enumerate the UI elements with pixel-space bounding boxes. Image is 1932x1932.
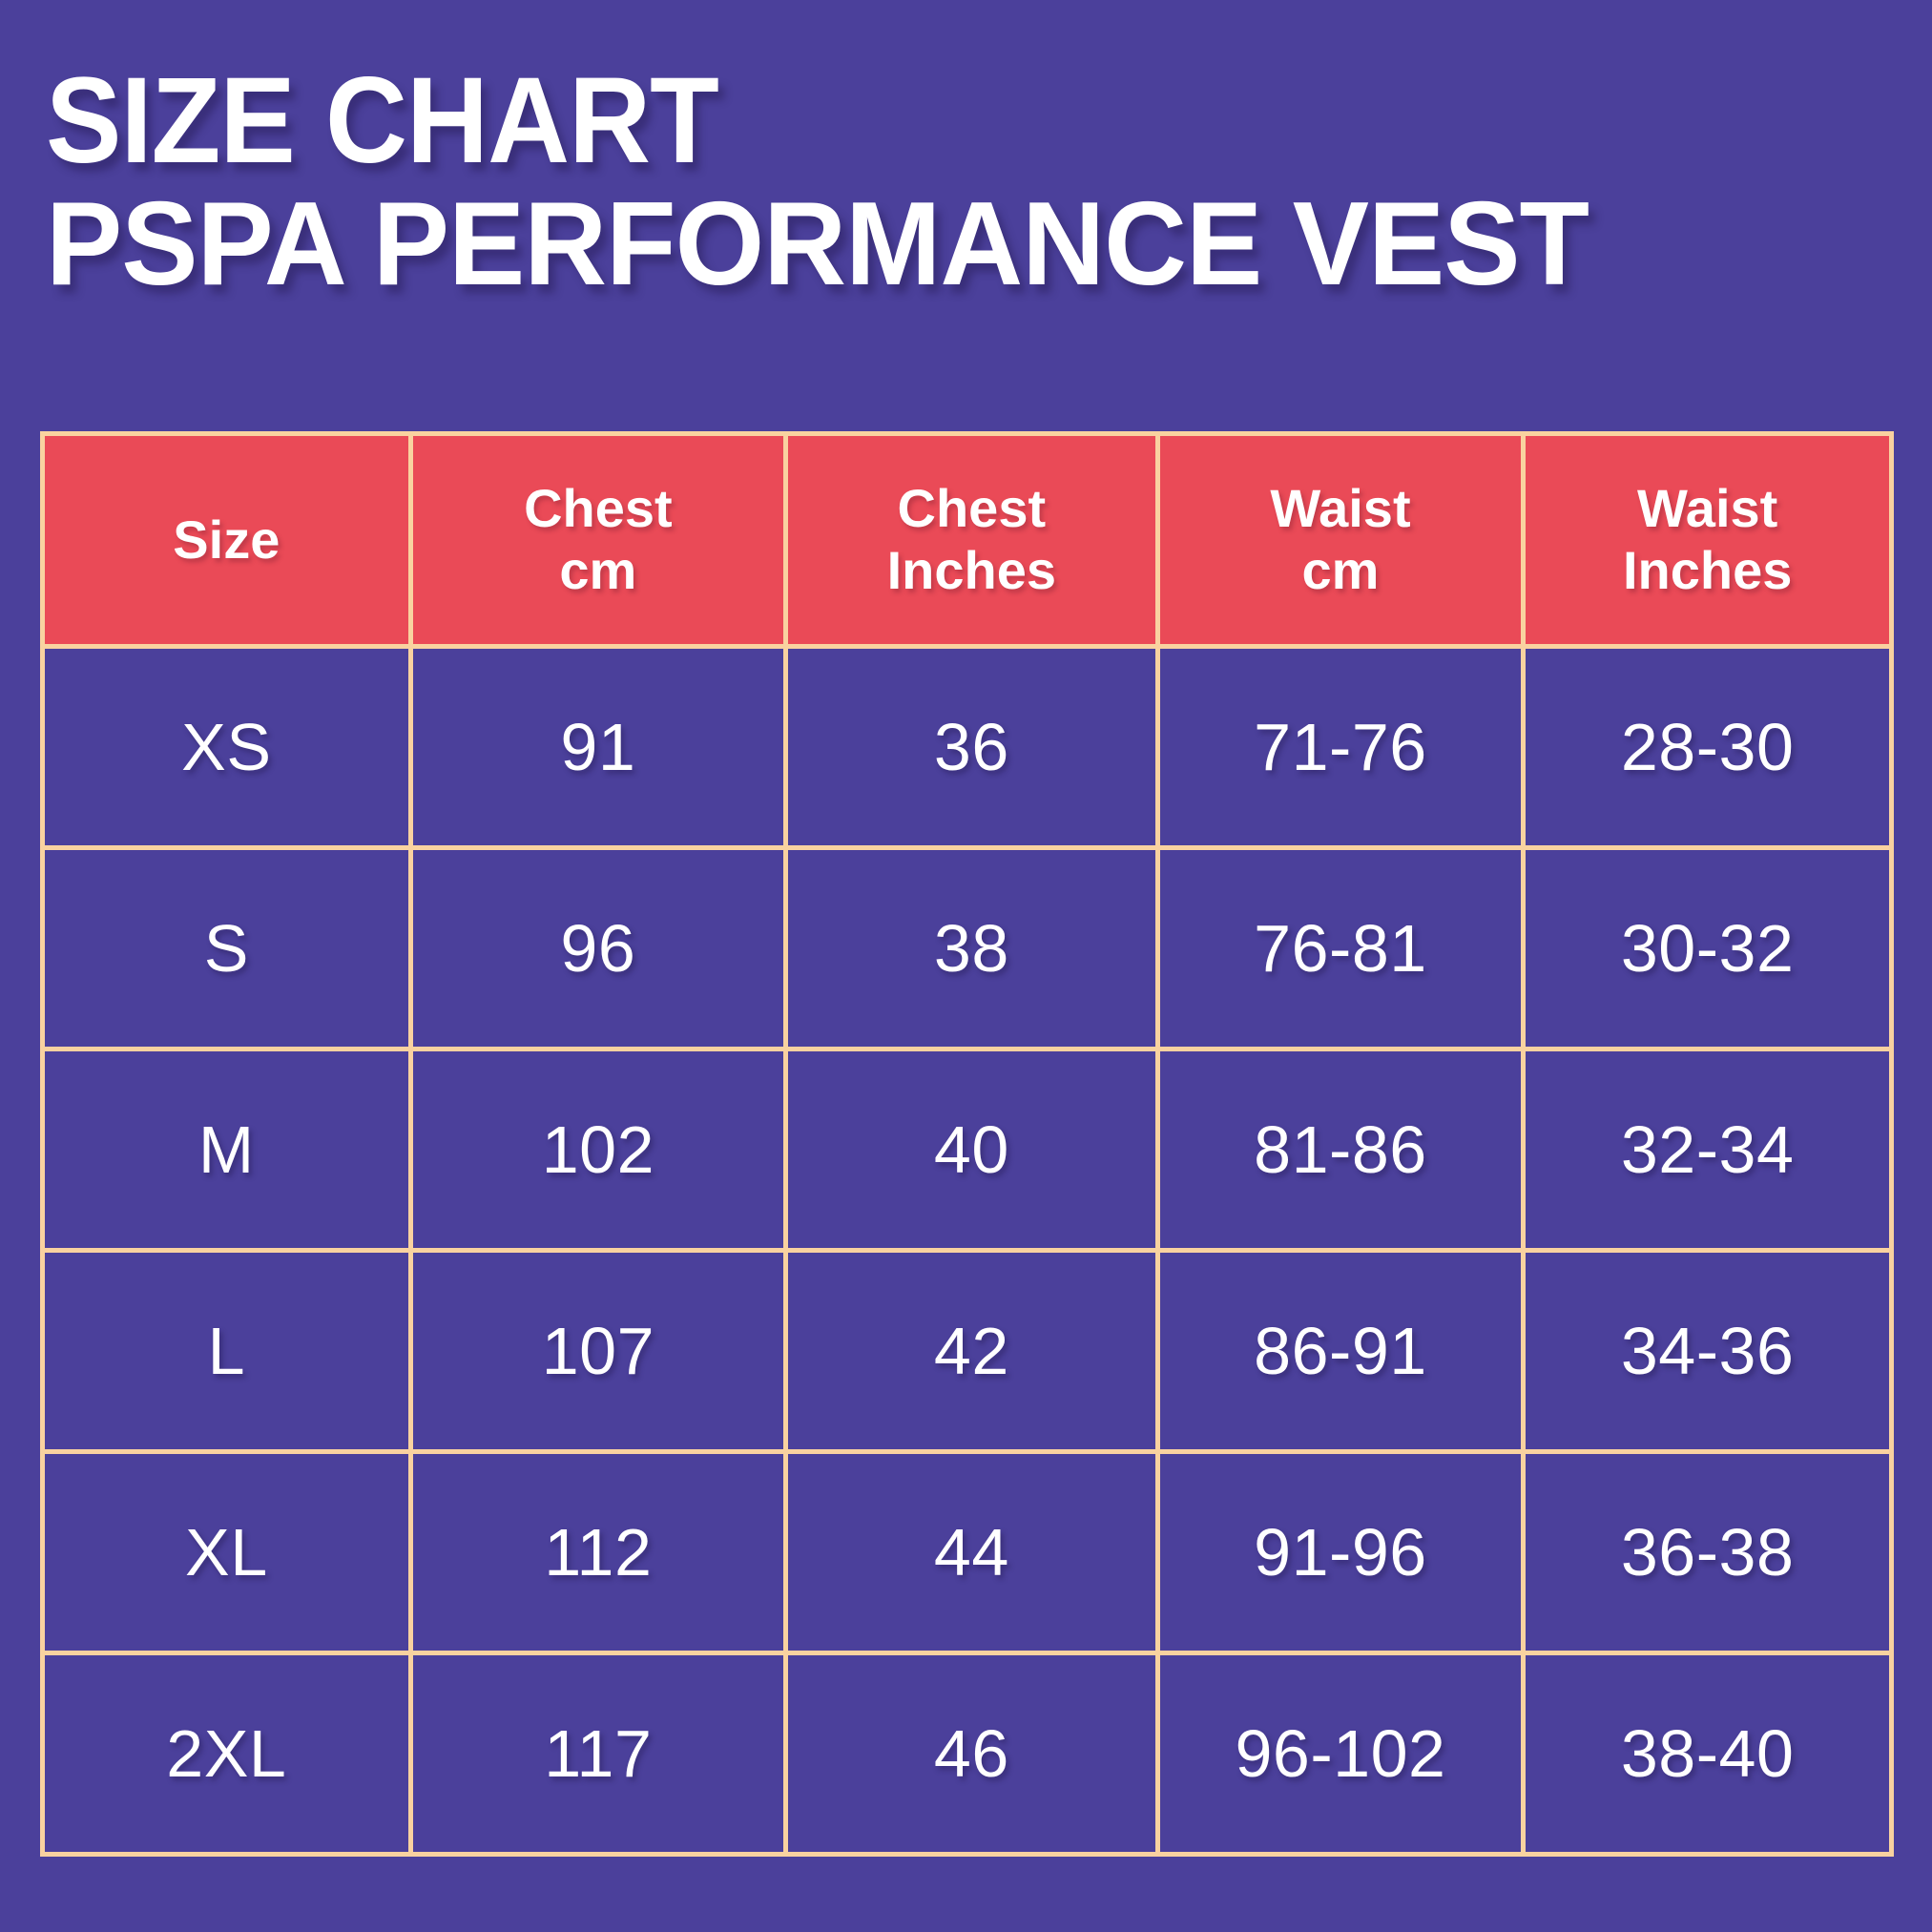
column-header-chest-inches-line-1: Chest [897,478,1047,539]
page-title-line-2: PSPA PERFORMANCE VEST [46,177,1589,310]
column-header-chest-cm-line-1: Chest [524,478,673,539]
column-header-chest-inches: Chest Inches [783,431,1160,649]
column-header-waist-inches-line-1: Waist [1637,478,1778,539]
cell-chest-inches: 38 [783,845,1160,1051]
size-table: Size Chest cm Chest Inches Waist cm [40,431,1894,1857]
cell-waist-cm: 91-96 [1154,1449,1527,1655]
cell-chest-cm: 102 [407,1047,789,1253]
table-header-row: Size Chest cm Chest Inches Waist cm [40,431,1894,649]
cell-chest-cm: 96 [407,845,789,1051]
cell-size: L [40,1248,413,1454]
cell-waist-inches: 28-30 [1521,644,1894,850]
cell-waist-inches: 38-40 [1521,1651,1894,1857]
size-table-head: Size Chest cm Chest Inches Waist cm [40,431,1894,649]
cell-size: XS [40,644,413,850]
cell-size: M [40,1047,413,1253]
page-title-line-1: SIZE CHART [46,52,719,189]
cell-chest-inches: 44 [783,1449,1160,1655]
cell-waist-inches: 30-32 [1521,845,1894,1051]
column-header-chest-cm: Chest cm [407,431,789,649]
cell-waist-cm: 81-86 [1154,1047,1527,1253]
cell-chest-cm: 112 [407,1449,789,1655]
table-row: XL 112 44 91-96 36-38 [40,1449,1894,1655]
size-table-container: Size Chest cm Chest Inches Waist cm [40,431,1894,1857]
cell-chest-cm: 117 [407,1651,789,1857]
table-row: M 102 40 81-86 32-34 [40,1047,1894,1253]
column-header-waist-cm: Waist cm [1154,431,1527,649]
cell-waist-cm: 86-91 [1154,1248,1527,1454]
cell-waist-inches: 36-38 [1521,1449,1894,1655]
column-header-waist-inches-line-2: Inches [1622,540,1793,600]
cell-chest-cm: 91 [407,644,789,850]
column-header-waist-cm-line-1: Waist [1270,478,1411,539]
column-header-size: Size [40,431,413,649]
cell-size: S [40,845,413,1051]
column-header-chest-inches-line-2: Inches [886,540,1057,600]
cell-waist-inches: 32-34 [1521,1047,1894,1253]
column-header-waist-inches: Waist Inches [1521,431,1894,649]
cell-chest-inches: 46 [783,1651,1160,1857]
column-header-waist-cm-line-2: cm [1301,540,1380,600]
size-table-body: XS 91 36 71-76 28-30 S 96 38 76-81 30-32… [40,644,1894,1857]
table-row: S 96 38 76-81 30-32 [40,845,1894,1051]
table-row: L 107 42 86-91 34-36 [40,1248,1894,1454]
column-header-chest-cm-line-2: cm [559,540,637,600]
cell-chest-cm: 107 [407,1248,789,1454]
cell-waist-cm: 71-76 [1154,644,1527,850]
cell-size: 2XL [40,1651,413,1857]
cell-chest-inches: 36 [783,644,1160,850]
cell-waist-inches: 34-36 [1521,1248,1894,1454]
cell-waist-cm: 76-81 [1154,845,1527,1051]
cell-waist-cm: 96-102 [1154,1651,1527,1857]
cell-chest-inches: 42 [783,1248,1160,1454]
cell-size: XL [40,1449,413,1655]
column-header-size-line-1: Size [173,509,280,570]
table-row: XS 91 36 71-76 28-30 [40,644,1894,850]
table-row: 2XL 117 46 96-102 38-40 [40,1651,1894,1857]
cell-chest-inches: 40 [783,1047,1160,1253]
title-block: SIZE CHART PSPA PERFORMANCE VEST [46,52,1897,310]
